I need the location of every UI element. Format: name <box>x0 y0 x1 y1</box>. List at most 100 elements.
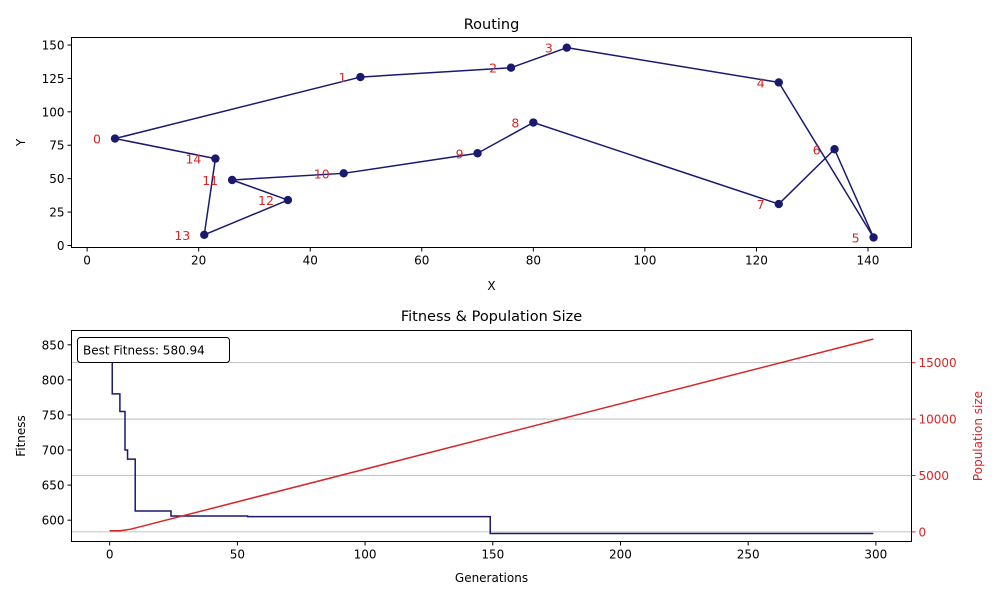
route-point <box>356 72 365 82</box>
routing-y-ticks: 0 25 50 75 100 125 150 <box>42 38 72 253</box>
route-point-label: 11 <box>202 173 218 188</box>
x-tick-label: 200 <box>609 548 632 562</box>
y-tick-label: 650 <box>42 479 65 493</box>
route-segment <box>510 46 568 69</box>
y-tick-label: 600 <box>42 514 65 528</box>
x-tick-label: 50 <box>230 548 245 562</box>
routing-points <box>110 43 878 242</box>
route-point <box>227 175 237 185</box>
route-point-label: 13 <box>174 228 190 243</box>
route-point <box>774 199 783 209</box>
right-y-tick-label: 0 <box>919 525 927 539</box>
route-point <box>830 145 839 154</box>
x-tick-label: 150 <box>481 548 504 562</box>
route-point <box>506 63 516 72</box>
route-segment <box>778 82 875 238</box>
route-segment <box>343 152 478 175</box>
right-y-tick-label: 5000 <box>919 469 950 483</box>
fitness-line <box>109 347 874 535</box>
x-tick-label: 0 <box>83 254 91 268</box>
route-point <box>869 233 878 242</box>
route-point <box>774 78 783 87</box>
routing-plot-frame <box>71 37 912 248</box>
route-segment <box>114 76 361 140</box>
best-fitness-annotation: Best Fitness: 580.94 <box>77 337 230 363</box>
x-tick-label: 0 <box>106 548 114 562</box>
route-point-label: 1 <box>338 70 346 85</box>
route-point <box>283 195 293 205</box>
route-point-label: 12 <box>258 193 274 208</box>
x-tick-label: 100 <box>633 254 656 268</box>
route-segment <box>232 172 344 181</box>
fitness-y-axis-label: Fitness <box>14 415 28 457</box>
x-tick-label: 300 <box>864 548 887 562</box>
route-point <box>339 169 348 178</box>
route-point <box>110 134 120 143</box>
route-segment <box>566 46 779 84</box>
route-point-label: 10 <box>314 166 330 181</box>
routing-x-axis-label: X <box>487 279 495 293</box>
x-tick-label: 140 <box>857 254 880 268</box>
y-tick-label: 800 <box>42 373 65 387</box>
x-tick-label: 40 <box>303 254 318 268</box>
routing-x-ticks: 0 20 40 60 80 100 120 140 <box>83 247 880 268</box>
route-point-label: 9 <box>456 146 464 161</box>
right-y-tick-label: 10000 <box>919 413 957 427</box>
route-point-label: 6 <box>813 142 821 157</box>
y-tick-label: 125 <box>42 72 65 86</box>
fitness-x-ticks: 0 50 100 150 200 250 300 <box>106 541 887 562</box>
route-segment <box>114 137 216 160</box>
route-point-label: 8 <box>511 116 519 131</box>
y-tick-label: 750 <box>42 408 65 422</box>
route-segment <box>231 179 289 201</box>
x-tick-label: 80 <box>526 254 541 268</box>
x-tick-label: 250 <box>737 548 760 562</box>
routing-route <box>114 46 875 238</box>
route-segment <box>477 121 534 154</box>
best-fitness-text: Best Fitness: 580.94 <box>83 344 205 358</box>
route-segment <box>203 199 289 236</box>
fitness-x-axis-label: Generations <box>455 571 528 585</box>
y-tick-label: 25 <box>49 206 64 220</box>
best-fitness-box <box>77 337 230 363</box>
y-tick-label: 50 <box>49 172 64 186</box>
route-segment <box>533 121 779 205</box>
x-tick-label: 20 <box>191 254 206 268</box>
route-point-label: 7 <box>757 197 765 212</box>
route-point-label: 2 <box>489 61 497 76</box>
right-y-tick-label: 15000 <box>919 356 957 370</box>
y-tick-label: 150 <box>42 38 65 52</box>
route-point <box>562 43 571 52</box>
route-point-label: 0 <box>93 132 101 147</box>
y-tick-label: 700 <box>42 444 65 458</box>
x-tick-label: 100 <box>354 548 377 562</box>
fitness-plot-frame <box>71 330 912 542</box>
population-y-axis-label: Population size <box>971 391 985 481</box>
route-point <box>200 230 209 240</box>
route-point-label: 5 <box>852 230 860 245</box>
route-segment <box>778 148 836 205</box>
routing-y-axis-label: Y <box>14 138 28 147</box>
population-size-line <box>109 338 874 532</box>
route-point <box>211 154 220 163</box>
routing-chart-title: Routing <box>464 17 520 33</box>
y-tick-label: 75 <box>49 139 64 153</box>
fitness-y-ticks: 600 650 700 750 800 850 <box>42 338 72 528</box>
route-segment <box>360 66 512 78</box>
x-tick-label: 60 <box>414 254 429 268</box>
route-point-label: 4 <box>757 75 765 90</box>
fitness-series <box>109 338 874 535</box>
route-segment <box>203 158 217 235</box>
route-point-label: 14 <box>185 152 201 167</box>
route-point-label: 3 <box>545 41 553 56</box>
population-y-ticks: 0 5000 10000 15000 <box>911 356 957 539</box>
route-point <box>473 149 482 158</box>
fitness-population-chart: Fitness & Population Size 0 50 100 150 200 25… <box>14 309 985 585</box>
route-point <box>529 118 538 127</box>
y-tick-label: 0 <box>57 239 65 253</box>
y-tick-label: 100 <box>42 105 65 119</box>
